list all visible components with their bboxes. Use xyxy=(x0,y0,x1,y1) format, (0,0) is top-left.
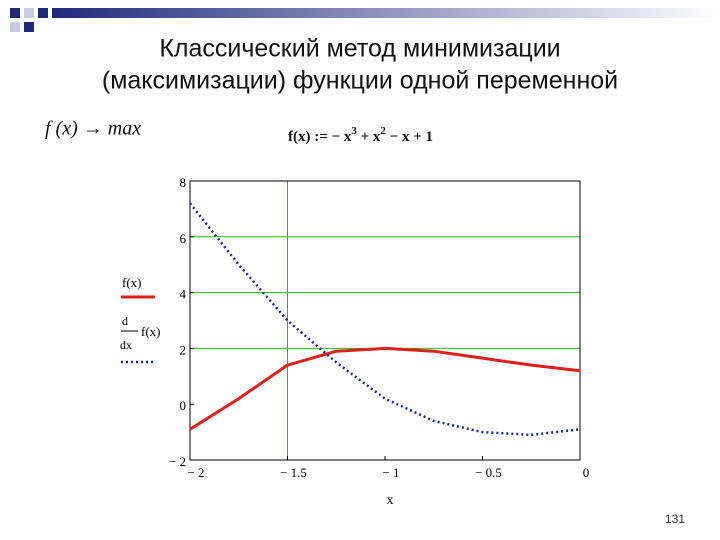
series-line xyxy=(189,346,581,431)
objective: f (x) → max xyxy=(45,118,141,140)
square xyxy=(24,22,34,32)
x-axis-label: x xyxy=(387,493,394,508)
square xyxy=(10,8,20,18)
formula-part: f(x) := − x xyxy=(288,129,352,145)
y-tick-label: 6 xyxy=(180,231,187,246)
title: (максимизации) функции одной переменной xyxy=(102,67,618,95)
page-number: 131 xyxy=(665,512,685,526)
legend-label: d xyxy=(122,314,128,328)
x-tick-label: − 0.5 xyxy=(475,465,502,480)
y-tick-label: − 2 xyxy=(169,454,186,469)
y-tick-label: 2 xyxy=(180,342,187,357)
square xyxy=(38,8,48,18)
legend-label: dx xyxy=(120,338,132,352)
formula-part: − x + 1 xyxy=(386,129,433,145)
x-tick-label: 0 xyxy=(583,465,590,480)
plot-frame xyxy=(189,180,581,461)
formula-part: 3 xyxy=(351,125,357,137)
y-tick-label: 8 xyxy=(180,175,187,190)
title: Классический метод минимизации xyxy=(159,35,560,63)
y-tick-label: 0 xyxy=(180,398,187,413)
formula-part: + x xyxy=(357,129,381,145)
x-tick-label: − 1.5 xyxy=(280,465,307,480)
legend-label: f(x) xyxy=(141,324,161,339)
x-tick-label: − 1 xyxy=(382,465,399,480)
square xyxy=(24,8,34,18)
y-tick-label: 4 xyxy=(180,287,187,302)
formula-part: 2 xyxy=(380,125,386,137)
bar-decoration xyxy=(52,8,720,18)
decoration xyxy=(10,8,720,32)
series-line xyxy=(189,202,581,437)
formula: f(x) := − x3 + x2 − x + 1 xyxy=(288,125,433,146)
square xyxy=(10,22,20,32)
legend-label: f(x) xyxy=(122,275,142,290)
x-tick-label: − 2 xyxy=(187,465,204,480)
